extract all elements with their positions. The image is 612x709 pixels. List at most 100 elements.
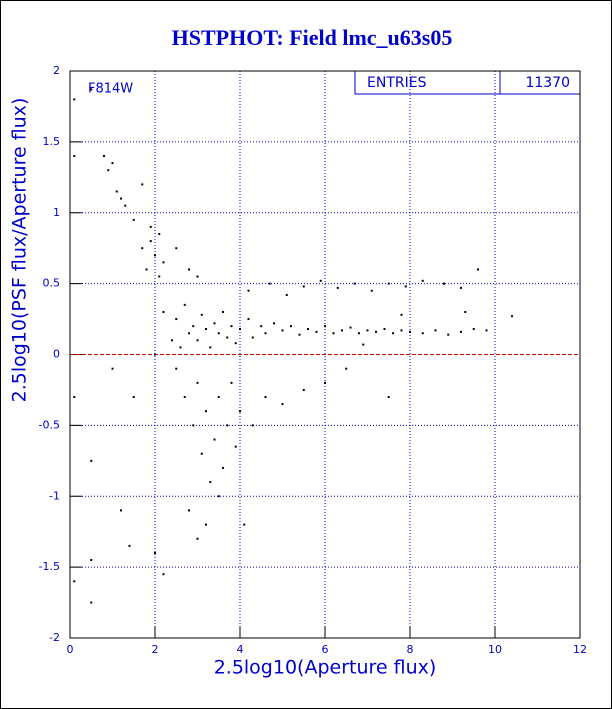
y-tick-label: -0.5 bbox=[39, 418, 60, 431]
point bbox=[120, 509, 122, 512]
point bbox=[273, 322, 275, 325]
point bbox=[73, 98, 76, 101]
point bbox=[421, 332, 424, 335]
point bbox=[315, 330, 318, 333]
point bbox=[345, 367, 348, 370]
point bbox=[421, 279, 424, 282]
point bbox=[120, 197, 122, 200]
point bbox=[217, 332, 220, 335]
annotation: F814W bbox=[88, 82, 133, 97]
point bbox=[115, 190, 118, 193]
point bbox=[154, 353, 156, 356]
y-tick-label: 0.5 bbox=[43, 277, 61, 290]
point bbox=[200, 452, 203, 455]
point bbox=[400, 313, 403, 316]
y-tick-label: -1.5 bbox=[39, 560, 60, 573]
point bbox=[239, 327, 241, 330]
point bbox=[234, 342, 237, 345]
point bbox=[154, 254, 156, 257]
point bbox=[226, 424, 229, 427]
point bbox=[90, 559, 93, 562]
point bbox=[149, 240, 152, 243]
y-tick-label: 2 bbox=[53, 64, 60, 77]
point bbox=[281, 403, 284, 406]
point bbox=[247, 318, 250, 321]
point bbox=[268, 282, 271, 285]
point bbox=[90, 459, 93, 462]
point bbox=[188, 509, 190, 512]
point bbox=[230, 325, 233, 328]
point bbox=[132, 218, 135, 221]
point bbox=[162, 310, 165, 313]
x-tick-label: 0 bbox=[67, 643, 74, 656]
point bbox=[205, 523, 207, 526]
y-tick-label: 0 bbox=[53, 348, 60, 361]
point bbox=[298, 333, 301, 336]
point bbox=[387, 396, 390, 399]
point bbox=[103, 155, 105, 158]
point bbox=[362, 343, 365, 346]
y-tick-label: -1 bbox=[49, 489, 60, 502]
point bbox=[222, 466, 224, 469]
point bbox=[460, 286, 462, 289]
point bbox=[217, 396, 220, 399]
point bbox=[251, 336, 254, 339]
point bbox=[226, 336, 229, 339]
point bbox=[285, 293, 288, 296]
point bbox=[409, 330, 411, 333]
plot-frame bbox=[69, 70, 581, 639]
point bbox=[149, 225, 152, 228]
point bbox=[485, 329, 488, 332]
point bbox=[175, 318, 178, 321]
point bbox=[247, 289, 250, 292]
point bbox=[260, 325, 263, 328]
point bbox=[464, 310, 467, 313]
point bbox=[472, 327, 475, 330]
point bbox=[230, 381, 233, 384]
y-tick-label: 1.5 bbox=[43, 135, 61, 148]
point bbox=[128, 544, 131, 547]
point bbox=[141, 247, 144, 250]
point bbox=[307, 327, 309, 330]
x-axis-label: 2.5log10(Aperture flux) bbox=[214, 657, 437, 679]
point bbox=[332, 332, 335, 335]
point bbox=[392, 332, 394, 335]
point bbox=[196, 537, 199, 540]
point bbox=[324, 381, 326, 384]
point bbox=[111, 162, 114, 165]
x-tick-label: 12 bbox=[573, 643, 587, 656]
point bbox=[477, 268, 479, 271]
point bbox=[171, 339, 173, 342]
y-axis-label: 2.5log10(PSF flux/Aperture flux) bbox=[9, 98, 31, 403]
point bbox=[205, 410, 207, 413]
point bbox=[336, 286, 339, 289]
point bbox=[375, 330, 377, 333]
point bbox=[349, 326, 352, 329]
point bbox=[443, 282, 445, 285]
point bbox=[222, 310, 224, 313]
stats-label: ENTRIES bbox=[367, 75, 427, 91]
point bbox=[90, 601, 93, 604]
point bbox=[213, 322, 216, 325]
point bbox=[358, 332, 360, 335]
point bbox=[192, 325, 195, 328]
point bbox=[158, 233, 161, 236]
point bbox=[209, 346, 212, 349]
point bbox=[264, 396, 267, 399]
point bbox=[196, 339, 199, 342]
point bbox=[175, 367, 178, 370]
point bbox=[302, 285, 305, 288]
chart-title: HSTPHOT: Field lmc_u63s05 bbox=[172, 25, 453, 50]
point bbox=[319, 279, 322, 282]
point bbox=[400, 329, 403, 332]
point bbox=[188, 332, 190, 335]
point bbox=[162, 261, 165, 264]
point bbox=[73, 396, 76, 399]
point bbox=[124, 204, 127, 207]
point bbox=[434, 329, 437, 332]
point bbox=[213, 438, 216, 441]
point bbox=[154, 551, 156, 554]
point bbox=[73, 155, 76, 158]
point bbox=[281, 329, 284, 332]
